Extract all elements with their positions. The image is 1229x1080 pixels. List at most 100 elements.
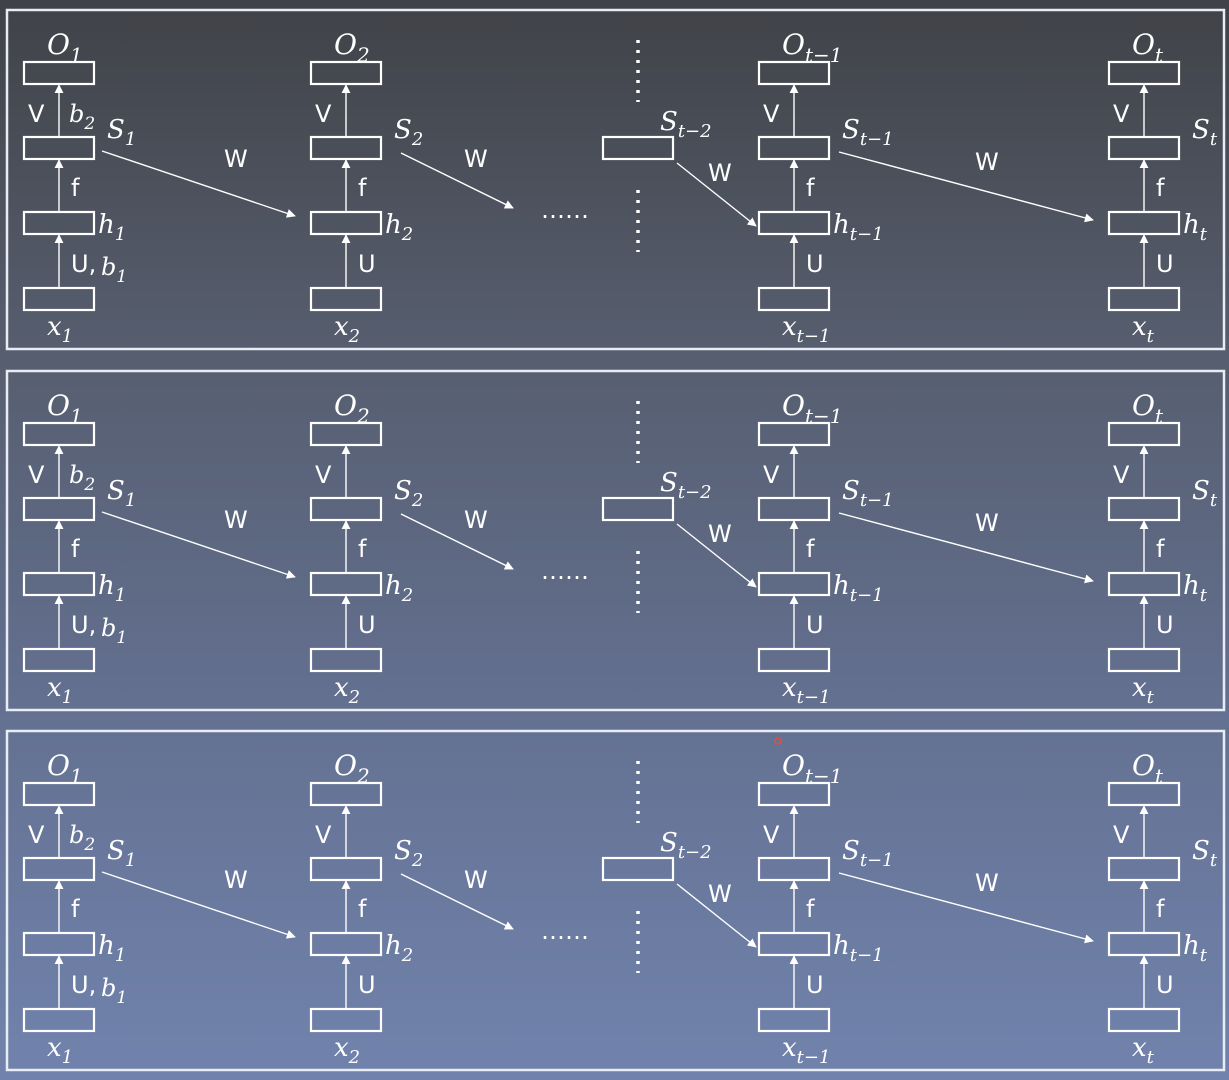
u-weight-label: U, [71, 611, 96, 639]
output-label: O1 [47, 389, 83, 428]
input-label: x1 [47, 673, 73, 708]
input-box [757, 647, 831, 673]
input-label: x2 [334, 1033, 360, 1068]
elided-steps: St−2 …… [541, 40, 712, 252]
hidden-label: ht [1183, 571, 1208, 606]
hidden-box [1107, 571, 1181, 597]
output-box [757, 781, 831, 807]
w-arrow-2 [400, 873, 514, 930]
hidden-box [757, 571, 831, 597]
timestep-2: O2 S2 h2 x2 Vf U [309, 28, 423, 347]
timestep-1: O1 S1 h1 x1 Vf U, b2 b1 [22, 749, 136, 1068]
output-box [309, 781, 383, 807]
hidden-box [309, 931, 383, 957]
input-box [1107, 647, 1181, 673]
v-weight-label: V [1113, 461, 1130, 489]
v-weight-label: V [763, 100, 780, 128]
state-label-t-2: St−2 [660, 468, 712, 503]
w-arrow-4 [838, 872, 1094, 944]
state-label: S1 [107, 836, 136, 871]
v-weight-label: V [315, 100, 332, 128]
output-label: O2 [334, 389, 370, 428]
input-box [22, 647, 96, 673]
state-box [1107, 135, 1181, 161]
state-box [1107, 496, 1181, 522]
w-arrow-4 [838, 512, 1094, 584]
hidden-box [1107, 210, 1181, 236]
ellipsis: …… [541, 917, 589, 945]
u-weight-label: U [1156, 250, 1174, 278]
output-label: O1 [47, 28, 83, 67]
f-activation-label: f [806, 535, 815, 563]
input-label: xt−1 [782, 673, 830, 708]
w-label-4: W [975, 509, 999, 537]
f-activation-label: f [358, 174, 367, 202]
w-label-2: W [464, 506, 488, 534]
v-weight-label: V [1113, 100, 1130, 128]
timestep-4: Ot St ht xt Vf U [1107, 389, 1218, 708]
u-weight-label: U [358, 250, 376, 278]
input-label: xt−1 [782, 1033, 830, 1068]
output-box [309, 60, 383, 86]
state-box-t-2 [601, 496, 675, 522]
output-box [1107, 60, 1181, 86]
w-arrow-1 [101, 511, 296, 579]
w-arrow-1 [101, 871, 296, 939]
f-activation-label: f [806, 895, 815, 923]
state-label: St−1 [842, 476, 894, 511]
output-box [1107, 781, 1181, 807]
v-weight-label: V [1113, 821, 1130, 849]
f-activation-label: f [71, 895, 80, 923]
w-label-1: W [224, 145, 248, 173]
v-weight-label: V [315, 821, 332, 849]
f-activation-label: f [71, 174, 80, 202]
timestep-1: O1 S1 h1 x1 Vf U, b2 b1 [22, 28, 136, 347]
output-label: Ot−1 [782, 389, 843, 428]
panel-3: O1 S1 h1 x1 Vf U, b2 b1 O2 S2 h2 x2 Vf U Ot−1 St−1 ht−1 x… [5, 729, 1226, 1072]
hidden-label: ht−1 [833, 210, 884, 245]
timestep-3: Ot−1 St−1 ht−1 xt−1 Vf U [757, 389, 894, 708]
w-label-4: W [975, 148, 999, 176]
bias-b1-label: b1 [101, 253, 127, 287]
ellipsis: …… [541, 557, 589, 585]
state-box [22, 135, 96, 161]
state-box [309, 135, 383, 161]
u-weight-label: U, [71, 250, 96, 278]
hidden-label: h1 [98, 571, 126, 606]
u-weight-label: U [1156, 611, 1174, 639]
state-box [1107, 856, 1181, 882]
input-label: x1 [47, 1033, 73, 1068]
output-label: Ot [1132, 749, 1164, 788]
output-label: O2 [334, 28, 370, 67]
w-arrow-3 [676, 523, 757, 588]
panel-frame [5, 729, 1226, 1072]
timestep-4: Ot St ht xt Vf U [1107, 749, 1218, 1068]
f-activation-label: f [1156, 535, 1165, 563]
u-weight-label: U [1156, 971, 1174, 999]
hidden-box [309, 210, 383, 236]
output-box [1107, 421, 1181, 447]
output-label: Ot−1 [782, 749, 843, 788]
state-label: St−1 [842, 836, 894, 871]
w-label-3: W [708, 880, 732, 908]
timestep-4: Ot St ht xt Vf U [1107, 28, 1218, 347]
input-label: xt [1132, 1033, 1155, 1068]
output-label: O2 [334, 749, 370, 788]
v-weight-label: V [315, 461, 332, 489]
hidden-box [22, 571, 96, 597]
w-label-3: W [708, 159, 732, 187]
panel-2: O1 S1 h1 x1 Vf U, b2 b1 O2 S2 h2 x2 Vf U Ot−1 St−1 ht−1 x… [5, 369, 1226, 712]
state-label: S2 [394, 115, 423, 150]
state-box [309, 856, 383, 882]
v-weight-label: V [28, 100, 45, 128]
ellipsis: …… [541, 196, 589, 224]
v-weight-label: V [28, 461, 45, 489]
bias-b2-label: b2 [69, 100, 95, 134]
u-weight-label: U, [71, 971, 96, 999]
hidden-label: ht−1 [833, 931, 884, 966]
timestep-2: O2 S2 h2 x2 Vf U [309, 389, 423, 708]
state-label: S1 [107, 476, 136, 511]
input-label: xt [1132, 673, 1155, 708]
input-box [757, 1007, 831, 1033]
u-weight-label: U [806, 250, 824, 278]
